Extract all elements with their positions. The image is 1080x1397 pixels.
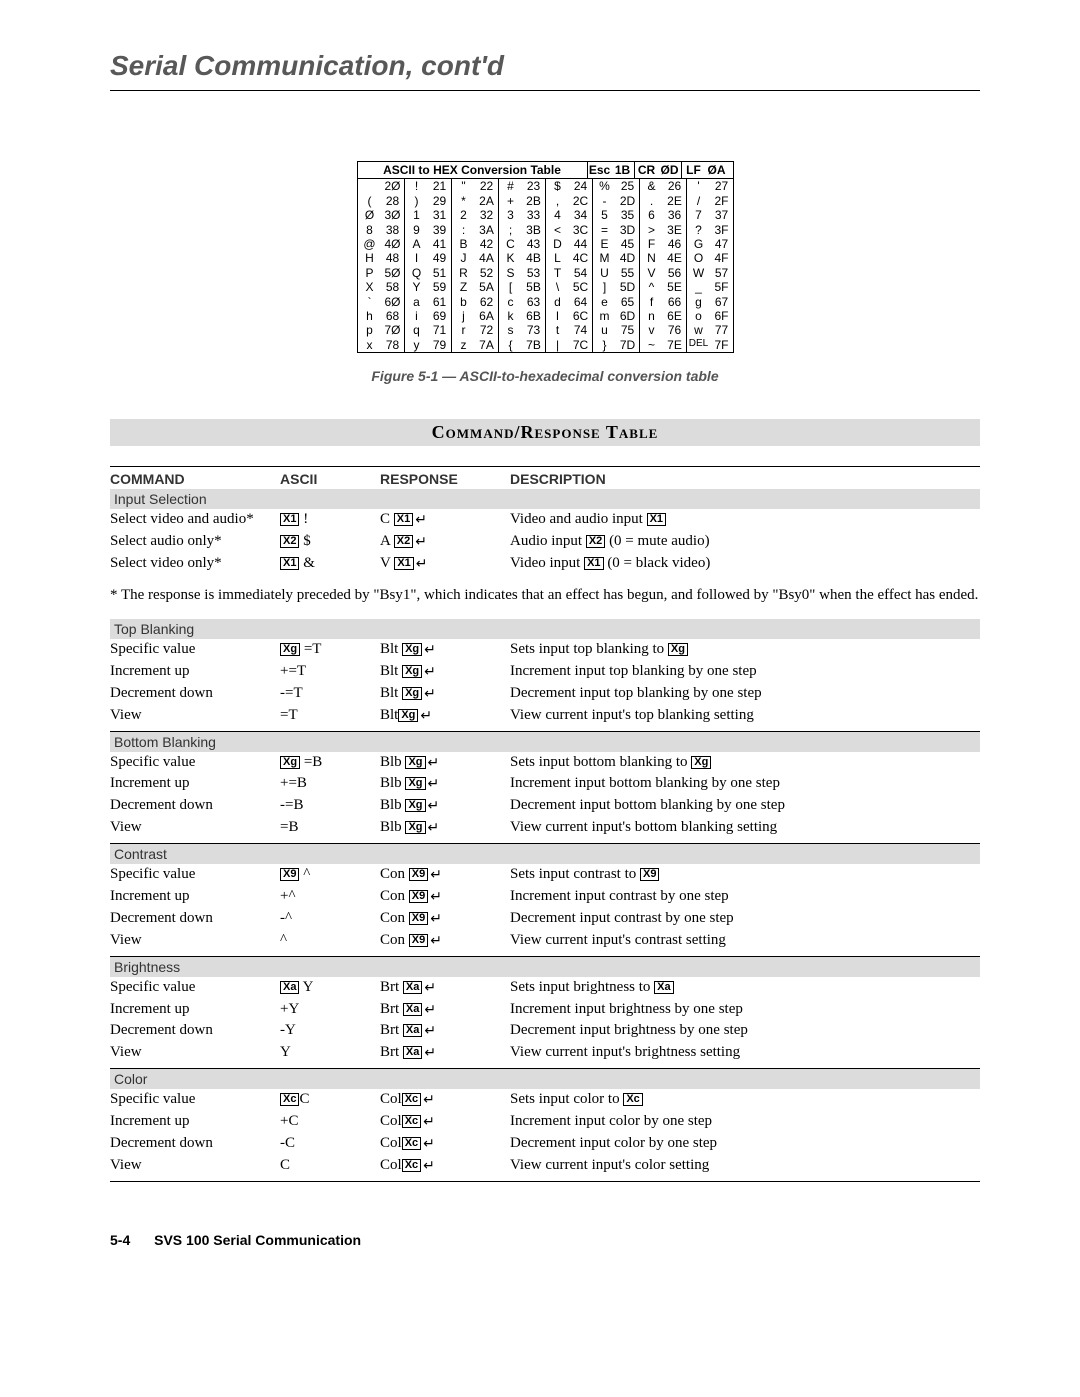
- title-rule: [110, 90, 980, 91]
- section-header: Input Selection: [110, 489, 980, 509]
- section-header: Color: [110, 1069, 980, 1089]
- command-response-body: Input SelectionSelect video and audio*X1…: [110, 489, 980, 1182]
- command-row: Decrement down-YBrt Xa↵Decrement input b…: [110, 1020, 980, 1042]
- command-row: Specific valueXg =BBlb Xg↵Sets input bot…: [110, 752, 980, 774]
- page-title: Serial Communication, cont'd: [110, 50, 980, 82]
- col-ascii: ASCII: [280, 471, 380, 487]
- section-header: Top Blanking: [110, 619, 980, 639]
- footnote: * The response is immediately preceded b…: [110, 585, 980, 605]
- ascii-hex-table: ASCII to HEX Conversion TableEsc1BCRØDLF…: [357, 161, 734, 353]
- command-row: Specific valueXa YBrt Xa↵Sets input brig…: [110, 977, 980, 999]
- command-row: Select video and audio*X1 !C X1↵Video an…: [110, 509, 980, 531]
- command-row: ViewYBrt Xa↵View current input's brightn…: [110, 1042, 980, 1064]
- command-row: View=TBltXg↵View current input's top bla…: [110, 705, 980, 727]
- section-header: Bottom Blanking: [110, 732, 980, 752]
- command-row: Increment up+^Con X9↵Increment input con…: [110, 886, 980, 908]
- command-row: ViewCColXc↵View current input's color se…: [110, 1155, 980, 1177]
- section-header: Brightness: [110, 957, 980, 977]
- page-footer: 5-4 SVS 100 Serial Communication: [110, 1232, 980, 1248]
- command-row: Specific valueX9 ^Con X9↵Sets input cont…: [110, 864, 980, 886]
- command-row: Specific valueXg =TBlt Xg↵Sets input top…: [110, 639, 980, 661]
- command-row: Specific valueXcCColXc↵Sets input color …: [110, 1089, 980, 1111]
- col-description: DESCRIPTION: [510, 471, 980, 487]
- command-row: Decrement down-^Con X9↵Decrement input c…: [110, 908, 980, 930]
- command-row: Select audio only*X2 $A X2↵Audio input X…: [110, 531, 980, 553]
- command-response-title: Command/Response Table: [110, 419, 980, 446]
- command-row: Increment up+=BBlb Xg↵Increment input bo…: [110, 773, 980, 795]
- col-response: RESPONSE: [380, 471, 510, 487]
- ascii-table-title: ASCII to HEX Conversion Table: [358, 162, 588, 178]
- command-row: Decrement down-CColXc↵Decrement input co…: [110, 1133, 980, 1155]
- command-row: Increment up+CColXc↵Increment input colo…: [110, 1111, 980, 1133]
- command-row: View^Con X9↵View current input's contras…: [110, 930, 980, 952]
- page-number: 5-4: [110, 1232, 130, 1248]
- command-row: Increment up+YBrt Xa↵Increment input bri…: [110, 999, 980, 1021]
- figure-caption: Figure 5-1 — ASCII-to-hexadecimal conver…: [110, 368, 980, 384]
- column-headers: COMMAND ASCII RESPONSE DESCRIPTION: [110, 467, 980, 489]
- section-header: Contrast: [110, 844, 980, 864]
- command-row: View=BBlb Xg↵View current input's bottom…: [110, 817, 980, 839]
- footer-title: SVS 100 Serial Communication: [154, 1232, 361, 1248]
- command-row: Increment up+=TBlt Xg↵Increment input to…: [110, 661, 980, 683]
- col-command: COMMAND: [110, 471, 280, 487]
- command-row: Decrement down-=TBlt Xg↵Decrement input …: [110, 683, 980, 705]
- command-row: Select video only*X1 &V X1↵Video input X…: [110, 553, 980, 575]
- ascii-table-wrap: ASCII to HEX Conversion TableEsc1BCRØDLF…: [110, 161, 980, 353]
- command-row: Decrement down-=BBlb Xg↵Decrement input …: [110, 795, 980, 817]
